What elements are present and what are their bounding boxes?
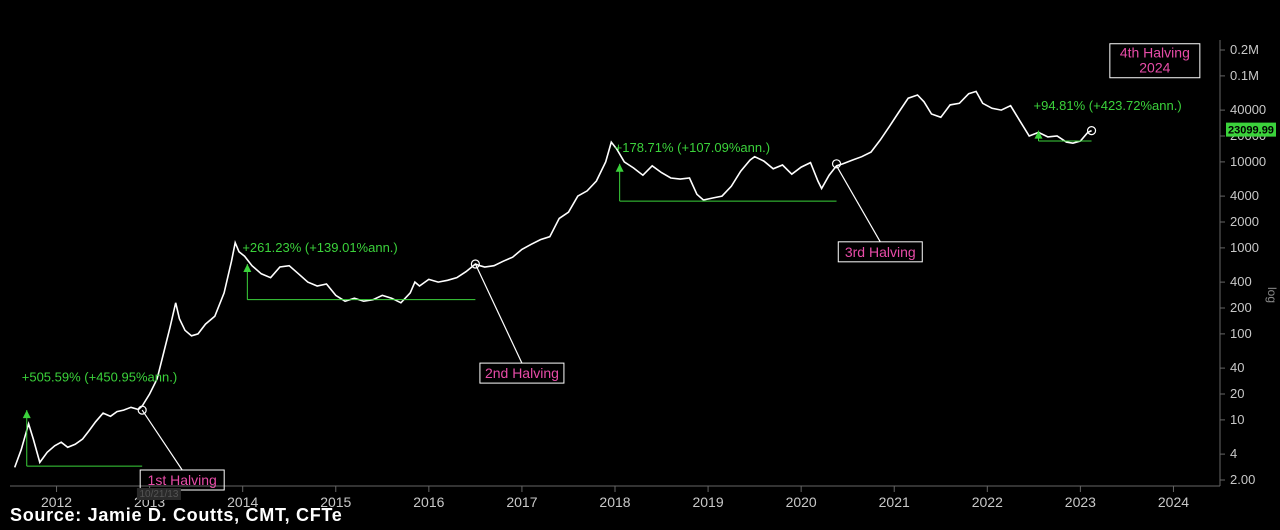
svg-text:2021: 2021 xyxy=(879,494,910,510)
svg-text:4: 4 xyxy=(1230,446,1237,461)
svg-text:log: log xyxy=(1265,287,1279,303)
svg-text:2024: 2024 xyxy=(1158,494,1189,510)
svg-text:4000: 4000 xyxy=(1230,188,1259,203)
measure-label: +94.81% (+423.72%ann.) xyxy=(1034,98,1182,113)
svg-text:2.00: 2.00 xyxy=(1230,472,1255,487)
svg-text:10/21/13: 10/21/13 xyxy=(139,489,178,500)
source-text: Source: Jamie D. Coutts, CMT, CFTe xyxy=(10,505,343,526)
svg-text:2016: 2016 xyxy=(413,494,444,510)
svg-text:200: 200 xyxy=(1230,300,1252,315)
price-chart: 2012201320142015201620172018201920202021… xyxy=(0,0,1280,530)
halving-label: 2024 xyxy=(1139,60,1170,76)
svg-text:2018: 2018 xyxy=(599,494,630,510)
svg-text:2019: 2019 xyxy=(692,494,723,510)
svg-text:2023: 2023 xyxy=(1065,494,1096,510)
svg-text:2022: 2022 xyxy=(972,494,1003,510)
svg-text:10: 10 xyxy=(1230,412,1244,427)
svg-text:23099.99: 23099.99 xyxy=(1228,125,1274,137)
halving-label: 2nd Halving xyxy=(485,365,559,381)
measure-label: +505.59% (+450.95%ann.) xyxy=(22,369,177,384)
svg-text:1000: 1000 xyxy=(1230,240,1259,255)
svg-text:0.2M: 0.2M xyxy=(1230,42,1259,57)
svg-text:100: 100 xyxy=(1230,326,1252,341)
halving-label: 1st Halving xyxy=(148,472,217,488)
svg-text:2000: 2000 xyxy=(1230,214,1259,229)
chart-container: Bitcoin Halvings Spot Bitcoin 2012201320… xyxy=(0,0,1280,530)
measure-label: +261.23% (+139.01%ann.) xyxy=(242,240,397,255)
halving-label: 4th Halving xyxy=(1120,45,1190,61)
svg-text:2020: 2020 xyxy=(786,494,817,510)
svg-text:20: 20 xyxy=(1230,386,1244,401)
svg-text:400: 400 xyxy=(1230,274,1252,289)
svg-text:10000: 10000 xyxy=(1230,154,1266,169)
svg-text:0.1M: 0.1M xyxy=(1230,68,1259,83)
svg-text:40: 40 xyxy=(1230,360,1244,375)
halving-label: 3rd Halving xyxy=(845,244,916,260)
svg-text:2017: 2017 xyxy=(506,494,537,510)
measure-label: +178.71% (+107.09%ann.) xyxy=(615,140,770,155)
svg-text:40000: 40000 xyxy=(1230,102,1266,117)
